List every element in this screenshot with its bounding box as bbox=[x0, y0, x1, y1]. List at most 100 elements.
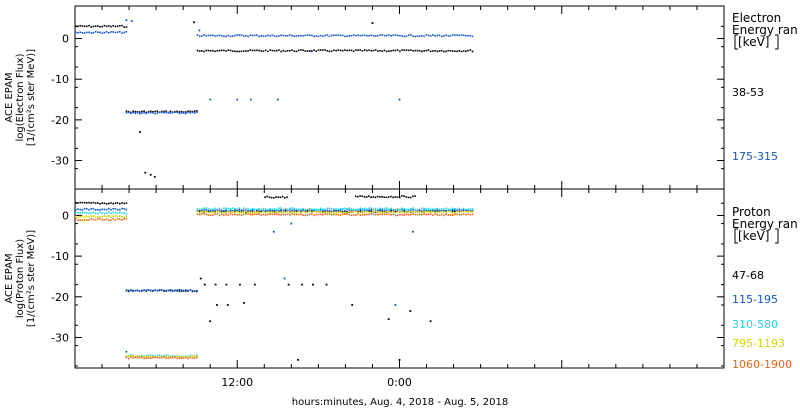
data-point bbox=[429, 211, 432, 213]
data-point bbox=[365, 196, 368, 198]
data-point bbox=[337, 213, 340, 216]
data-point bbox=[189, 356, 192, 359]
data-point bbox=[191, 355, 194, 357]
data-point bbox=[88, 212, 90, 215]
data-point bbox=[180, 357, 183, 359]
data-point bbox=[304, 209, 307, 212]
data-point bbox=[88, 201, 90, 204]
data-point bbox=[385, 50, 388, 53]
data-point bbox=[458, 50, 461, 52]
data-point bbox=[191, 357, 194, 359]
data-point bbox=[354, 195, 357, 198]
data-point bbox=[304, 214, 307, 217]
data-point bbox=[212, 209, 214, 212]
data-point bbox=[295, 210, 298, 212]
data-point bbox=[275, 208, 278, 211]
data-point bbox=[410, 49, 412, 51]
data-point bbox=[462, 207, 465, 210]
data-point bbox=[324, 210, 326, 212]
data-point bbox=[273, 197, 275, 199]
data-point bbox=[125, 356, 128, 359]
data-point bbox=[377, 213, 379, 216]
data-point bbox=[381, 207, 384, 210]
data-point bbox=[123, 212, 125, 214]
data-point bbox=[182, 290, 185, 293]
data-point bbox=[410, 208, 412, 210]
data-point bbox=[203, 207, 205, 210]
data-point bbox=[264, 209, 267, 212]
data-point bbox=[416, 49, 419, 52]
data-point bbox=[297, 209, 300, 212]
data-point bbox=[381, 196, 383, 198]
data-point bbox=[145, 354, 148, 357]
data-point bbox=[178, 357, 181, 359]
data-point bbox=[119, 202, 121, 205]
data-point bbox=[346, 35, 348, 37]
data-point bbox=[412, 50, 414, 52]
data-point bbox=[383, 34, 386, 37]
data-point bbox=[108, 215, 110, 217]
data-point bbox=[374, 196, 377, 199]
data-point bbox=[108, 207, 110, 210]
data-point bbox=[77, 202, 79, 204]
data-point bbox=[368, 49, 370, 51]
data-point bbox=[101, 212, 103, 215]
data-point bbox=[191, 110, 194, 113]
data-point bbox=[328, 211, 331, 214]
data-point bbox=[101, 219, 103, 221]
data-point bbox=[79, 219, 81, 222]
data-point bbox=[315, 208, 318, 211]
data-point bbox=[99, 209, 101, 211]
data-point bbox=[284, 34, 287, 37]
data-point bbox=[238, 211, 241, 214]
data-point bbox=[355, 209, 357, 212]
data-point bbox=[99, 211, 101, 214]
data-point bbox=[178, 356, 181, 358]
data-point bbox=[451, 34, 454, 36]
data-point bbox=[379, 34, 381, 36]
data-point bbox=[383, 196, 386, 198]
data-point bbox=[401, 208, 403, 211]
data-point bbox=[381, 211, 384, 214]
data-point bbox=[359, 195, 361, 197]
data-point bbox=[278, 209, 280, 212]
data-point bbox=[432, 211, 434, 213]
data-point bbox=[260, 210, 263, 213]
data-point bbox=[300, 34, 302, 37]
data-point bbox=[236, 210, 238, 213]
data-point bbox=[390, 50, 392, 52]
data-point bbox=[253, 211, 256, 214]
data-point bbox=[399, 213, 401, 216]
legend-entry: 38-53 bbox=[732, 86, 764, 99]
data-point bbox=[81, 209, 84, 211]
data-point bbox=[462, 213, 465, 215]
data-point bbox=[251, 209, 254, 211]
data-point bbox=[407, 211, 410, 213]
data-point bbox=[145, 355, 148, 358]
data-point bbox=[326, 209, 329, 212]
data-point bbox=[460, 34, 463, 36]
data-point bbox=[390, 213, 392, 216]
data-point bbox=[319, 213, 322, 216]
data-point bbox=[83, 207, 86, 210]
data-point bbox=[443, 35, 445, 37]
data-point bbox=[407, 196, 410, 199]
data-point bbox=[262, 210, 265, 213]
data-point bbox=[335, 210, 337, 212]
proton-flux-panel: 0 -10 -20 -30 ACE EPAM log(Proton Flux) [1/(cm… bbox=[4, 188, 798, 371]
data-point bbox=[90, 212, 92, 214]
data-point bbox=[79, 215, 81, 218]
data-point bbox=[205, 207, 208, 209]
data-point bbox=[454, 207, 456, 210]
data-point bbox=[429, 208, 432, 211]
data-point bbox=[366, 34, 368, 37]
data-point bbox=[399, 34, 401, 37]
data-point bbox=[275, 49, 278, 52]
data-point bbox=[454, 50, 456, 52]
data-point bbox=[287, 283, 290, 286]
data-point bbox=[407, 213, 410, 216]
data-point bbox=[308, 209, 311, 212]
data-point bbox=[176, 289, 178, 291]
data-point bbox=[333, 49, 335, 51]
data-point bbox=[189, 355, 192, 358]
